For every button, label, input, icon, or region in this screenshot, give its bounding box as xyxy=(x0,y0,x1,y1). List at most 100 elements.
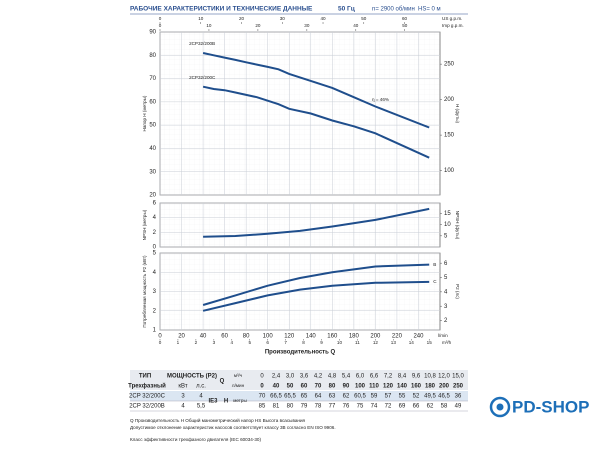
table-cell: 60 xyxy=(301,384,308,390)
table-cell: 0 xyxy=(260,384,264,390)
table-cell: 3,0 xyxy=(286,374,295,380)
bottom-tick-label: 11 xyxy=(355,340,360,345)
y-axis-label: Потребляемая мощность P2 (кВт) xyxy=(142,255,147,328)
table-cell: 46,5 xyxy=(438,394,450,400)
bottom-tick-label: 14 xyxy=(409,340,415,345)
table-cell: 3,6 xyxy=(300,374,309,380)
top-tick-label: 0 xyxy=(159,23,162,28)
series-label: B xyxy=(433,262,436,267)
logo: PD-SHOP xyxy=(489,396,589,418)
y2-tick-label: 5 xyxy=(444,275,448,281)
x-tick-label: 40 xyxy=(200,334,207,340)
bottom-tick-label: 12 xyxy=(373,340,379,345)
y2-axis-label: P2 (лс) xyxy=(455,284,460,299)
table-cell: кВт xyxy=(178,384,187,390)
table-cell: 66,5 xyxy=(270,394,282,400)
y-axis-label: NPSH (метры) xyxy=(142,209,147,240)
y2-tick-label: 250 xyxy=(444,62,455,68)
x-tick-label: 180 xyxy=(349,334,360,340)
table-cell: 77 xyxy=(329,404,336,410)
table-cell: 6,0 xyxy=(356,374,365,380)
top-tick-label: 40 xyxy=(353,23,359,28)
top-axis-unit: Imp g.p.m. xyxy=(442,23,464,28)
table-cell: 80 xyxy=(329,384,336,390)
top-tick-label: 20 xyxy=(255,23,261,28)
table-cell: 6,6 xyxy=(370,374,379,380)
y2-tick-label: 10 xyxy=(444,222,451,228)
y-tick-label: 40 xyxy=(149,146,156,152)
y-tick-label: 70 xyxy=(149,76,156,82)
table-cell: 12,0 xyxy=(438,374,450,380)
top-tick-label: 40 xyxy=(320,16,326,21)
table-cell: 74 xyxy=(371,404,378,410)
table-cell: 4 xyxy=(199,394,203,400)
table-row-bg xyxy=(130,391,468,401)
x-tick-label: 200 xyxy=(370,334,381,340)
y2-tick-label: 200 xyxy=(444,97,455,103)
y2-tick-label: 100 xyxy=(444,168,455,174)
bottom-tick-label: 1 xyxy=(177,340,180,345)
table-cell: 250 xyxy=(453,384,464,390)
table-cell: 63 xyxy=(329,394,336,400)
curve xyxy=(202,280,430,312)
y-tick-label: 0 xyxy=(153,245,157,251)
table-cell: 36 xyxy=(455,394,462,400)
table-cell: 4 xyxy=(181,404,185,410)
table-cell: 49,5 xyxy=(424,394,436,400)
y-tick-label: 4 xyxy=(153,215,157,221)
frequency: 50 Гц xyxy=(338,6,355,13)
y2-axis-label: H (футы) xyxy=(455,104,460,124)
bottom-tick-label: 13 xyxy=(391,340,397,345)
table-cell: 55 xyxy=(399,394,406,400)
table-cell: 49 xyxy=(455,404,462,410)
table-cell: 70 xyxy=(315,384,322,390)
table-cell: 5,4 xyxy=(342,374,351,380)
table-head-bg xyxy=(130,370,468,390)
table-cell: IE3 xyxy=(208,399,218,405)
table-cell: 4,8 xyxy=(328,374,337,380)
x-tick-label: 0 xyxy=(158,334,162,340)
table-cell: 180 xyxy=(425,384,436,390)
bottom-tick-label: 4 xyxy=(231,340,234,345)
table-cell: 59 xyxy=(371,394,378,400)
bottom-tick-label: 2 xyxy=(195,340,198,345)
table-cell: 62 xyxy=(427,404,434,410)
y2-tick-label: 150 xyxy=(444,133,455,139)
logo-text: PD-SHOP xyxy=(512,397,589,416)
x-axis-label: Производительность Q xyxy=(265,350,336,356)
x-tick-label: 220 xyxy=(392,334,403,340)
table-cell: 64 xyxy=(315,394,322,400)
bottom-axis-unit: m³/h xyxy=(442,340,452,345)
title: РАБОЧИЕ ХАРАКТЕРИСТИКИ И ТЕХНИЧЕСКИЕ ДАН… xyxy=(130,6,313,13)
bottom-tick-label: 5 xyxy=(248,340,251,345)
top-tick-label: 0 xyxy=(159,16,162,21)
top-tick-label: 30 xyxy=(304,23,310,28)
logo-icon xyxy=(489,396,511,418)
top-tick-label: 10 xyxy=(198,16,204,21)
table-cell: 100 xyxy=(355,384,366,390)
series-label: C xyxy=(433,279,437,284)
x-tick-label: 120 xyxy=(284,334,295,340)
table-cell: 140 xyxy=(397,384,408,390)
top-tick-label: 20 xyxy=(239,16,245,21)
table-cell: 3 xyxy=(181,394,185,400)
y-tick-label: 3 xyxy=(153,289,157,295)
table-cell: 15,0 xyxy=(452,374,464,380)
bottom-tick-label: 15 xyxy=(427,340,433,345)
table-cell: 62 xyxy=(343,394,350,400)
x-tick-label: 20 xyxy=(178,334,185,340)
y-tick-label: 20 xyxy=(149,193,156,199)
bottom-tick-label: 6 xyxy=(266,340,269,345)
table-cell: 70 xyxy=(259,394,266,400)
table-cell: 65,5 xyxy=(284,394,296,400)
table-cell: 2CP 32/200C xyxy=(129,394,166,400)
y-tick-label: 2 xyxy=(153,230,157,236)
note: Класс эффективности трехфазного двигател… xyxy=(130,437,261,442)
table-cell: 120 xyxy=(383,384,394,390)
top-tick-label: 60 xyxy=(402,16,408,21)
table-cell: 10,8 xyxy=(424,374,436,380)
x-tick-label: 140 xyxy=(306,334,317,340)
y-tick-label: 60 xyxy=(149,99,156,105)
table-cell: МОЩНОСТЬ (P2) xyxy=(167,374,217,380)
